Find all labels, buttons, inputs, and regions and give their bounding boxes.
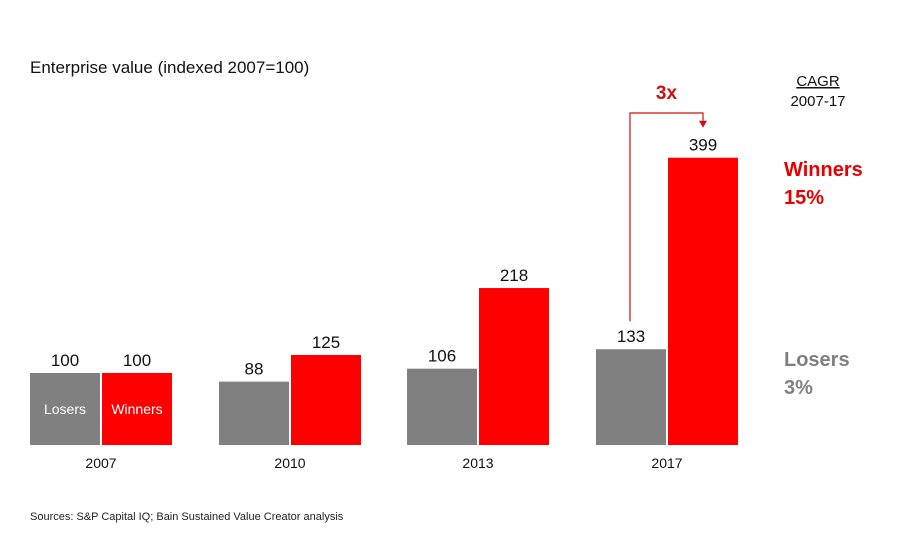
value-label-winners-2010: 125 bbox=[312, 333, 340, 352]
losers-cagr-value: 3% bbox=[784, 377, 813, 399]
value-label-losers-2010: 88 bbox=[245, 360, 264, 379]
losers-legend-label: Losers bbox=[784, 349, 850, 371]
multiplier-arrowhead bbox=[699, 120, 707, 128]
in-bar-label-losers: Losers bbox=[44, 401, 86, 417]
value-label-winners-2013: 218 bbox=[500, 266, 528, 285]
cagr-heading: CAGR bbox=[796, 73, 840, 90]
x-tick-label-2010: 2010 bbox=[274, 455, 305, 471]
multiplier-bracket-line bbox=[629, 112, 704, 322]
value-label-losers-2007: 100 bbox=[51, 351, 79, 370]
x-tick-label-2013: 2013 bbox=[462, 455, 493, 471]
bar-winners-2010 bbox=[291, 355, 361, 445]
multiplier-annotation: 3x bbox=[629, 83, 707, 322]
chart-title: Enterprise value (indexed 2007=100) bbox=[30, 58, 309, 77]
bar-losers-2007 bbox=[30, 373, 100, 445]
bars-group: 100 Losers 100 Winners 2007 88 125 2010 106 218 20… bbox=[30, 136, 738, 471]
value-label-winners-2007: 100 bbox=[123, 351, 151, 370]
cagr-period: 2007-17 bbox=[790, 93, 845, 110]
winners-cagr-value: 15% bbox=[784, 187, 824, 209]
in-bar-label-winners: Winners bbox=[111, 401, 162, 417]
bar-losers-2010 bbox=[219, 381, 289, 445]
x-tick-label-2007: 2007 bbox=[85, 455, 116, 471]
value-label-losers-2017: 133 bbox=[617, 327, 645, 346]
bar-winners-2007 bbox=[102, 373, 172, 445]
bar-losers-2017 bbox=[596, 349, 666, 445]
bar-winners-2017 bbox=[668, 157, 738, 445]
value-label-losers-2013: 106 bbox=[428, 347, 456, 366]
value-label-winners-2017: 399 bbox=[689, 136, 717, 155]
source-note: Sources: S&P Capital IQ; Bain Sustained … bbox=[30, 511, 344, 523]
winners-legend-label: Winners bbox=[784, 159, 863, 181]
bar-winners-2013 bbox=[479, 288, 549, 445]
x-tick-label-2017: 2017 bbox=[651, 455, 682, 471]
bar-losers-2013 bbox=[407, 368, 477, 445]
multiplier-label: 3x bbox=[656, 83, 678, 104]
